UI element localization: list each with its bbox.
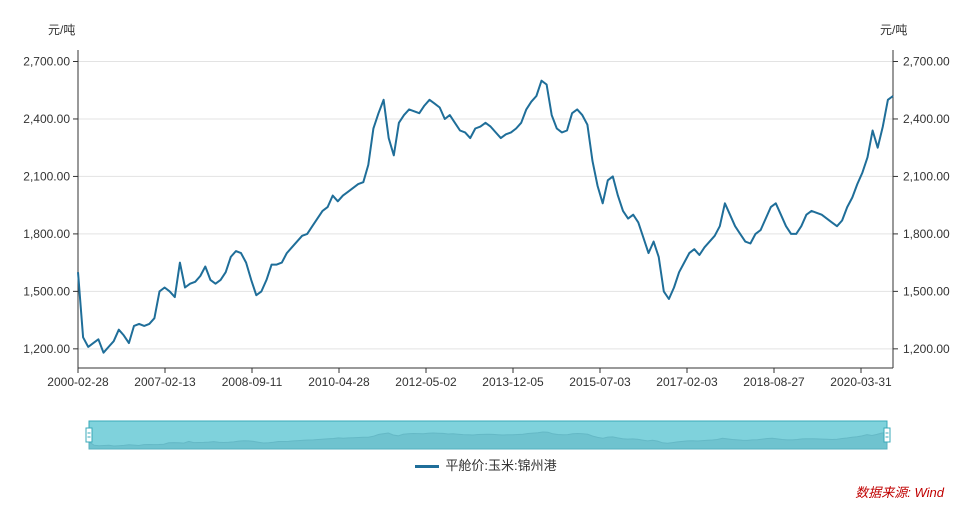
y-tick-label-right: 2,700.00 bbox=[903, 54, 950, 68]
x-tick-label: 2015-07-03 bbox=[569, 375, 631, 389]
x-tick-label: 2010-04-28 bbox=[308, 375, 370, 389]
y-tick-label-right: 1,200.00 bbox=[903, 342, 950, 356]
x-tick-label: 2012-05-02 bbox=[395, 375, 457, 389]
y-tick-label-left: 1,200.00 bbox=[23, 342, 70, 356]
series-line bbox=[77, 79, 894, 354]
y-tick-label-right: 2,400.00 bbox=[903, 112, 950, 126]
right-axis-unit: 元/吨 bbox=[880, 23, 907, 37]
x-tick-label: 2018-08-27 bbox=[743, 375, 805, 389]
legend-swatch bbox=[415, 465, 440, 469]
x-tick-label: 2013-12-05 bbox=[482, 375, 544, 389]
slider-handle-left bbox=[85, 427, 93, 443]
x-tick-label: 2020-03-31 bbox=[830, 375, 892, 389]
slider-preview bbox=[88, 431, 888, 450]
x-tick-label: 2007-02-13 bbox=[134, 375, 196, 389]
left-y-axis: 1,200.00 1,500.00 1,800.00 2,100.00 2,400.00… bbox=[23, 50, 79, 368]
slider-handle-right bbox=[883, 427, 891, 443]
y-tick-label-left: 2,100.00 bbox=[23, 169, 70, 183]
left-axis-unit: 元/吨 bbox=[48, 23, 75, 37]
y-tick-label-right: 2,100.00 bbox=[903, 169, 950, 183]
y-tick-label-right: 1,800.00 bbox=[903, 227, 950, 241]
y-tick-label-left: 2,400.00 bbox=[23, 112, 70, 126]
y-tick-label-left: 2,700.00 bbox=[23, 54, 70, 68]
zoom-slider[interactable] bbox=[85, 420, 891, 450]
x-axis: 2000-02-28 2007-02-13 2008-09-11 2010-04-28… bbox=[47, 367, 893, 389]
x-tick-label: 2000-02-28 bbox=[47, 375, 109, 389]
x-tick-label: 2017-02-03 bbox=[656, 375, 718, 389]
source-note: 数据来源: Wind bbox=[855, 485, 944, 500]
x-tick-label: 2008-09-11 bbox=[222, 375, 283, 389]
right-y-axis: 1,200.00 1,500.00 1,800.00 2,100.00 2,400.00… bbox=[892, 50, 950, 368]
gridlines bbox=[78, 60, 893, 350]
y-tick-label-left: 1,500.00 bbox=[23, 284, 70, 298]
y-tick-label-left: 1,800.00 bbox=[23, 227, 70, 241]
y-tick-label-right: 1,500.00 bbox=[903, 284, 950, 298]
series-group bbox=[77, 79, 894, 354]
legend-label: 平舱价:玉米:锦州港 bbox=[445, 458, 557, 473]
legend[interactable]: 平舱价:玉米:锦州港 bbox=[0, 455, 972, 474]
